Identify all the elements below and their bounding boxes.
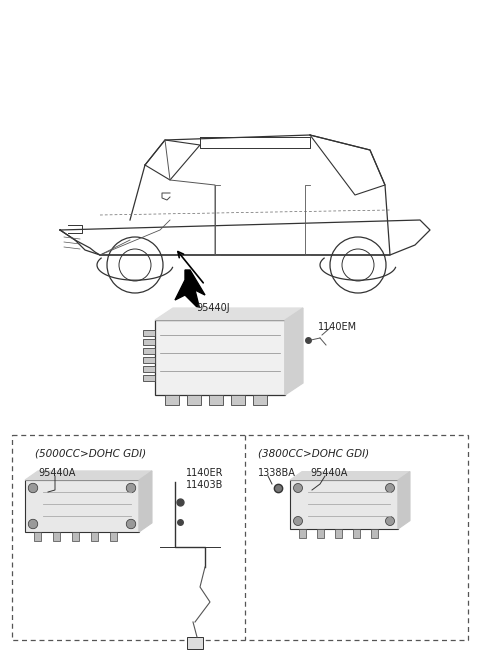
Bar [353, 529, 360, 538]
Bar [187, 395, 201, 405]
Circle shape [293, 517, 302, 525]
Text: 11403B: 11403B [186, 480, 223, 490]
Polygon shape [285, 308, 303, 395]
Text: (5000CC>DOHC GDI): (5000CC>DOHC GDI) [35, 448, 146, 458]
Text: 1140EM: 1140EM [318, 322, 357, 332]
Circle shape [385, 483, 395, 493]
Bar [155, 320, 285, 395]
Bar [253, 395, 267, 405]
Bar [143, 348, 155, 354]
Text: 95440J: 95440J [196, 303, 230, 313]
Bar [110, 532, 117, 541]
Bar [72, 532, 79, 541]
Text: 1140ER: 1140ER [186, 468, 224, 478]
Bar [12, 435, 468, 640]
Bar [143, 330, 155, 336]
Bar [143, 357, 155, 363]
Bar [371, 529, 378, 538]
Circle shape [293, 483, 302, 493]
Polygon shape [155, 308, 303, 320]
Bar [91, 532, 98, 541]
Text: 1338BA: 1338BA [258, 468, 296, 478]
Circle shape [385, 517, 395, 525]
Bar [187, 637, 203, 649]
Bar [25, 480, 139, 532]
Circle shape [28, 519, 38, 529]
Bar [143, 366, 155, 372]
Polygon shape [175, 270, 205, 310]
Bar [34, 532, 41, 541]
Circle shape [126, 519, 136, 529]
Circle shape [126, 483, 136, 493]
Bar [335, 529, 342, 538]
Text: (3800CC>DOHC GDI): (3800CC>DOHC GDI) [258, 448, 369, 458]
Bar [290, 480, 398, 529]
Bar [231, 395, 245, 405]
Polygon shape [139, 471, 152, 532]
Bar [53, 532, 60, 541]
Text: 95440A: 95440A [310, 468, 348, 478]
Bar [143, 375, 155, 381]
Bar [317, 529, 324, 538]
Bar [209, 395, 223, 405]
Polygon shape [398, 472, 410, 529]
Bar [143, 339, 155, 345]
Polygon shape [290, 472, 410, 480]
Circle shape [28, 483, 38, 493]
Bar [165, 395, 179, 405]
Text: 95440A: 95440A [38, 468, 75, 478]
Bar [299, 529, 306, 538]
Polygon shape [25, 471, 152, 480]
